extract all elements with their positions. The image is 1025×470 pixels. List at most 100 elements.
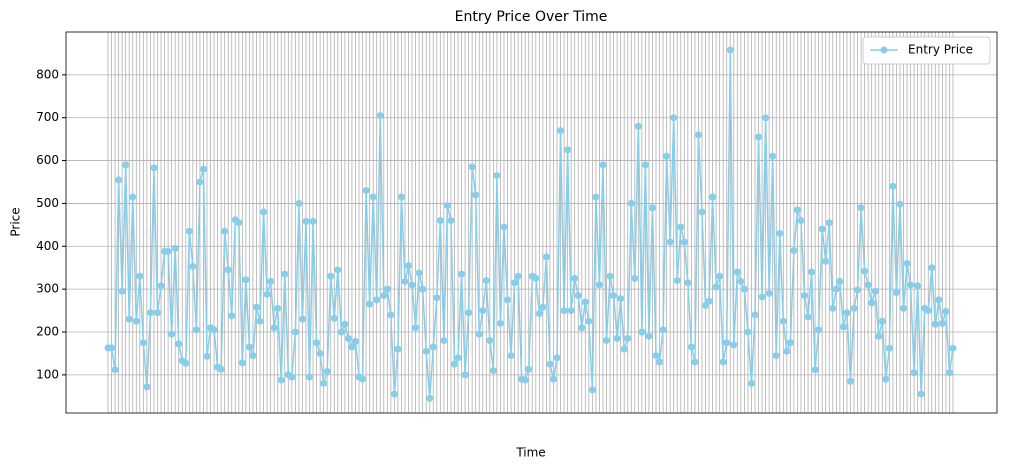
data-point xyxy=(175,340,183,348)
data-point xyxy=(557,127,565,135)
data-point xyxy=(949,344,957,352)
data-point xyxy=(875,332,883,340)
data-point xyxy=(334,266,342,274)
data-point xyxy=(659,326,667,334)
data-point xyxy=(900,304,908,312)
data-point xyxy=(532,274,540,282)
data-point xyxy=(684,279,692,287)
data-point xyxy=(892,289,900,297)
data-point xyxy=(687,343,695,351)
x-axis-label: Time xyxy=(515,446,545,460)
data-point xyxy=(737,277,745,285)
data-point xyxy=(341,320,349,328)
data-point xyxy=(189,262,197,270)
data-point xyxy=(373,296,381,304)
data-point xyxy=(811,366,819,374)
data-point xyxy=(846,377,854,385)
data-point xyxy=(242,276,250,284)
data-point xyxy=(762,114,770,122)
data-point xyxy=(861,267,869,275)
data-point xyxy=(670,114,678,122)
data-point xyxy=(118,287,126,295)
data-point xyxy=(298,315,306,323)
data-point xyxy=(295,199,303,207)
data-point xyxy=(111,366,119,374)
data-point xyxy=(270,324,278,332)
data-point xyxy=(359,375,367,383)
data-point xyxy=(896,200,904,208)
y-tick-label: 600 xyxy=(36,153,59,167)
data-point xyxy=(245,343,253,351)
data-point xyxy=(465,309,473,317)
data-point xyxy=(408,281,416,289)
data-point xyxy=(553,354,561,362)
data-point xyxy=(776,229,784,237)
data-point xyxy=(115,176,123,184)
data-point xyxy=(567,307,575,315)
data-point xyxy=(327,272,335,280)
data-point xyxy=(210,326,218,334)
data-point xyxy=(829,304,837,312)
data-point xyxy=(595,281,603,289)
data-point xyxy=(337,328,345,336)
data-point xyxy=(535,310,543,318)
data-point xyxy=(808,268,816,276)
data-point xyxy=(146,309,154,317)
data-point xyxy=(931,320,939,328)
y-tick-label: 500 xyxy=(36,196,59,210)
data-point xyxy=(627,199,635,207)
data-point xyxy=(634,122,642,130)
data-point xyxy=(401,277,409,285)
data-point xyxy=(288,373,296,381)
y-tick-label: 200 xyxy=(36,325,59,339)
data-point xyxy=(779,317,787,325)
data-point xyxy=(942,307,950,315)
data-point xyxy=(542,253,550,261)
data-point xyxy=(252,303,260,311)
data-point xyxy=(238,359,246,367)
data-point xyxy=(306,373,314,381)
data-point xyxy=(267,277,275,285)
data-point xyxy=(344,334,352,342)
data-point xyxy=(235,219,243,227)
data-point xyxy=(192,326,200,334)
data-point xyxy=(638,328,646,336)
data-point xyxy=(348,343,356,351)
data-point xyxy=(260,208,268,216)
data-point xyxy=(733,268,741,276)
data-point xyxy=(747,379,755,387)
data-point xyxy=(574,292,582,300)
data-point xyxy=(479,307,487,315)
data-point xyxy=(221,227,229,235)
data-point xyxy=(185,227,193,235)
data-point xyxy=(818,225,826,233)
data-point xyxy=(705,297,713,305)
data-point xyxy=(599,161,607,169)
data-point xyxy=(405,262,413,270)
data-point xyxy=(496,319,504,327)
data-point xyxy=(836,277,844,285)
data-point xyxy=(790,247,798,255)
data-point xyxy=(458,270,466,278)
data-point xyxy=(691,358,699,366)
data-point xyxy=(864,281,872,289)
data-point xyxy=(549,375,557,383)
data-point xyxy=(486,337,494,345)
data-point xyxy=(613,334,621,342)
data-point xyxy=(772,352,780,360)
data-point xyxy=(489,367,497,375)
data-point xyxy=(546,360,554,368)
data-point xyxy=(914,282,922,290)
data-point xyxy=(454,354,462,362)
data-point xyxy=(617,295,625,303)
data-point xyxy=(277,376,285,384)
data-point xyxy=(652,352,660,360)
data-point xyxy=(709,193,717,201)
data-point xyxy=(578,324,586,332)
data-point xyxy=(461,371,469,379)
data-point xyxy=(196,178,204,186)
data-point xyxy=(482,277,490,285)
data-point xyxy=(539,303,547,311)
data-point xyxy=(228,312,236,320)
data-point xyxy=(610,292,618,300)
